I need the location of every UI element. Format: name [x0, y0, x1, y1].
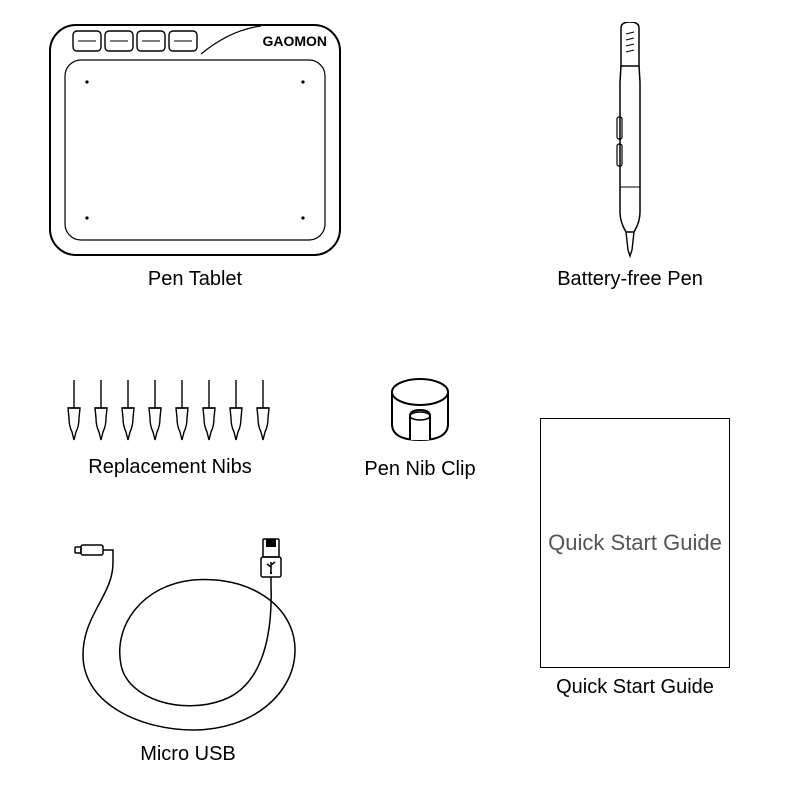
guide-item: Quick Start Guide Quick Start Guide [530, 418, 740, 699]
pen-tablet-item: GAOMON Pen Tablet [40, 20, 350, 291]
nibs-label: Replacement Nibs [55, 456, 285, 479]
brand-text: GAOMON [262, 33, 327, 49]
pen-label: Battery-free Pen [540, 268, 720, 291]
pen-tablet-label: Pen Tablet [40, 268, 350, 291]
clip-icon [380, 372, 460, 450]
pen-icon [600, 22, 660, 260]
guide-label: Quick Start Guide [530, 676, 740, 699]
pen-tablet-icon: GAOMON [45, 20, 345, 260]
clip-label: Pen Nib Clip [345, 458, 495, 481]
cable-label: Micro USB [68, 743, 308, 766]
guide-box-text: Quick Start Guide [548, 530, 722, 556]
cable-icon [73, 535, 303, 735]
pen-item: Battery-free Pen [540, 22, 720, 291]
nibs-icon [60, 378, 280, 448]
guide-box-icon: Quick Start Guide [540, 418, 730, 668]
clip-item: Pen Nib Clip [345, 372, 495, 481]
nibs-item: Replacement Nibs [55, 378, 285, 479]
cable-item: Micro USB [68, 535, 308, 766]
